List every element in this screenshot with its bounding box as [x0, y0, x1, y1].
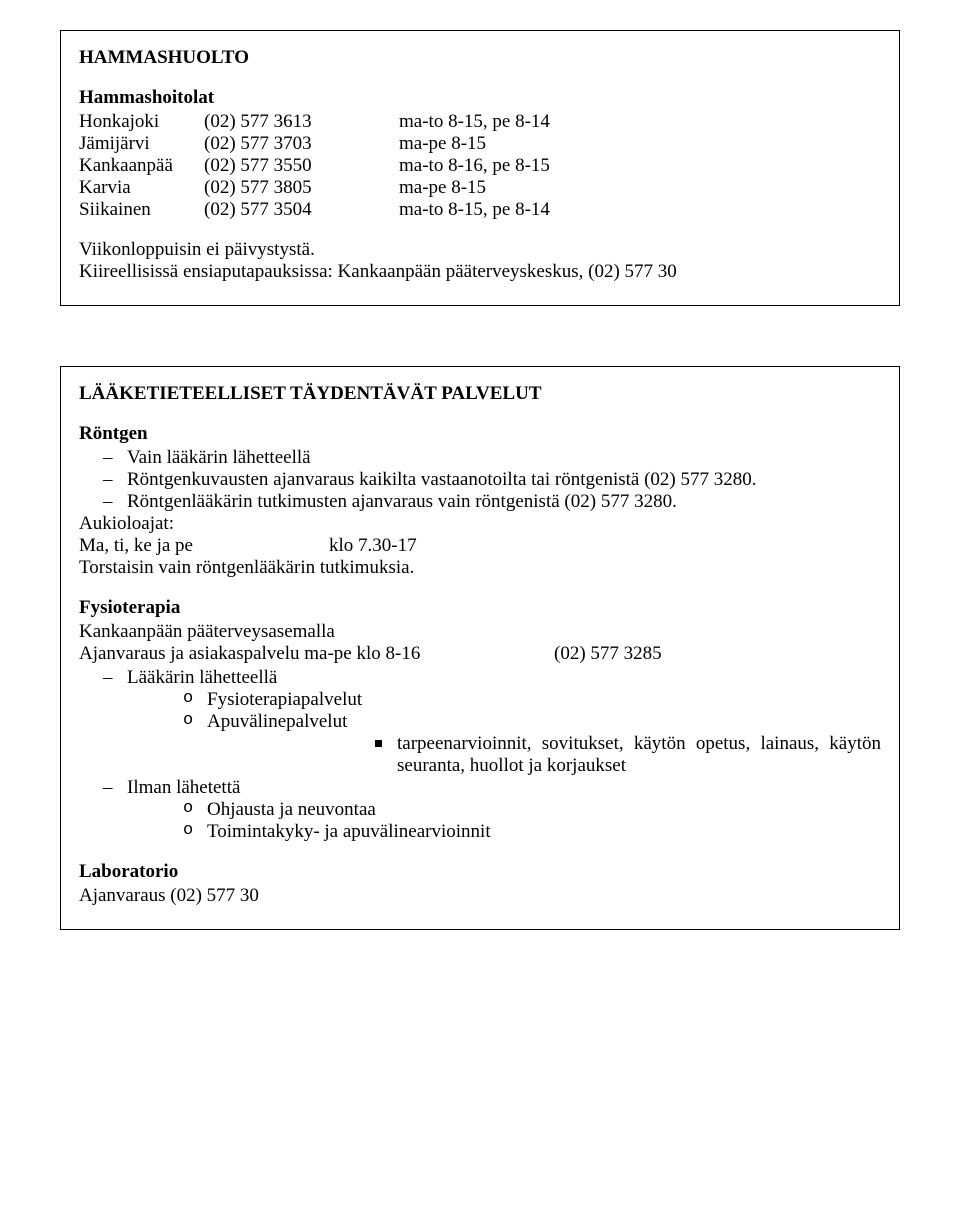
physio-location: Kankaanpään pääterveysasemalla: [79, 621, 881, 643]
section-title: HAMMASHUOLTO: [79, 47, 881, 69]
sub-sub-list: tarpeenarvioinnit, sovitukset, käytön op…: [207, 733, 881, 777]
open-days: Ma, ti, ke ja pe: [79, 535, 329, 557]
sub-item: Ohjausta ja neuvontaa: [127, 799, 881, 821]
clinic-name: Kankaanpää: [79, 155, 204, 177]
list-item: Ilman lähetettä Ohjausta ja neuvontaa To…: [79, 777, 881, 843]
sub-item: Toimintakyky- ja apuvälinearvioinnit: [127, 821, 881, 843]
clinic-hours: ma-to 8-15, pe 8-14: [399, 199, 881, 221]
list-item: Vain lääkärin lähetteellä: [79, 447, 881, 469]
list-item: Lääkärin lähetteellä Fysioterapiapalvelu…: [79, 667, 881, 777]
rontgen-heading: Röntgen: [79, 423, 881, 445]
clinic-row: Honkajoki (02) 577 3613 ma-to 8-15, pe 8…: [79, 111, 881, 133]
weekend-note: Viikonloppuisin ei päivystystä.: [79, 239, 881, 261]
clinic-name: Karvia: [79, 177, 204, 199]
clinic-name: Honkajoki: [79, 111, 204, 133]
section-title: LÄÄKETIETEELLISET TÄYDENTÄVÄT PALVELUT: [79, 383, 881, 405]
open-hours-label: Aukioloajat:: [79, 513, 881, 535]
sub-list: Ohjausta ja neuvontaa Toimintakyky- ja a…: [127, 799, 881, 843]
clinic-phone: (02) 577 3504: [204, 199, 399, 221]
lab-booking: Ajanvaraus (02) 577 30: [79, 885, 881, 907]
physio-booking-phone: (02) 577 3285: [554, 643, 881, 665]
sub-item: Fysioterapiapalvelut: [127, 689, 881, 711]
clinic-hours: ma-to 8-15, pe 8-14: [399, 111, 881, 133]
clinic-phone: (02) 577 3550: [204, 155, 399, 177]
clinic-hours: ma-to 8-16, pe 8-15: [399, 155, 881, 177]
rontgen-list: Vain lääkärin lähetteellä Röntgenkuvaust…: [79, 447, 881, 513]
clinic-hours: ma-pe 8-15: [399, 133, 881, 155]
medical-services-box: LÄÄKETIETEELLISET TÄYDENTÄVÄT PALVELUT R…: [60, 366, 900, 930]
sub-item-label: Apuvälinepalvelut: [207, 711, 347, 732]
sub-list: Fysioterapiapalvelut Apuvälinepalvelut t…: [127, 689, 881, 777]
subsection-title: Hammashoitolat: [79, 87, 881, 109]
list-item: Röntgenkuvausten ajanvaraus kaikilta vas…: [79, 469, 881, 491]
list-item: Röntgenlääkärin tutkimusten ajanvaraus v…: [79, 491, 881, 513]
clinic-phone: (02) 577 3703: [204, 133, 399, 155]
clinic-row: Kankaanpää (02) 577 3550 ma-to 8-16, pe …: [79, 155, 881, 177]
clinic-name: Siikainen: [79, 199, 204, 221]
clinic-phone: (02) 577 3613: [204, 111, 399, 133]
rontgen-note: Torstaisin vain röntgenlääkärin tutkimuk…: [79, 557, 881, 579]
sub-item: Apuvälinepalvelut tarpeenarvioinnit, sov…: [127, 711, 881, 777]
item-label: Ilman lähetettä: [127, 777, 240, 798]
physio-list: Lääkärin lähetteellä Fysioterapiapalvelu…: [79, 667, 881, 843]
clinic-row: Siikainen (02) 577 3504 ma-to 8-15, pe 8…: [79, 199, 881, 221]
physio-booking-row: Ajanvaraus ja asiakaspalvelu ma-pe klo 8…: [79, 643, 881, 665]
clinic-row: Karvia (02) 577 3805 ma-pe 8-15: [79, 177, 881, 199]
clinic-hours: ma-pe 8-15: [399, 177, 881, 199]
clinic-row: Jämijärvi (02) 577 3703 ma-pe 8-15: [79, 133, 881, 155]
clinic-name: Jämijärvi: [79, 133, 204, 155]
physio-booking-label: Ajanvaraus ja asiakaspalvelu ma-pe klo 8…: [79, 643, 554, 665]
sub-sub-item: tarpeenarvioinnit, sovitukset, käytön op…: [207, 733, 881, 777]
item-label: Lääkärin lähetteellä: [127, 667, 277, 688]
open-hours-row: Ma, ti, ke ja pe klo 7.30-17: [79, 535, 881, 557]
open-hours: klo 7.30-17: [329, 535, 881, 557]
emergency-note: Kiireellisissä ensiaputapauksissa: Kanka…: [79, 261, 881, 283]
dental-care-box: HAMMASHUOLTO Hammashoitolat Honkajoki (0…: [60, 30, 900, 306]
physio-heading: Fysioterapia: [79, 597, 881, 619]
lab-heading: Laboratorio: [79, 861, 881, 883]
clinic-phone: (02) 577 3805: [204, 177, 399, 199]
